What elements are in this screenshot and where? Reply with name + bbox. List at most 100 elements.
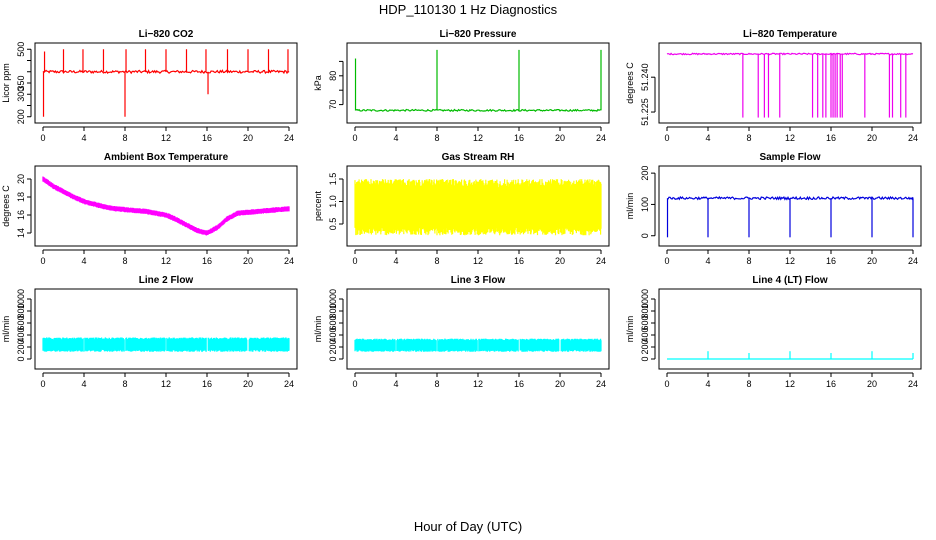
plot-frame: [658, 165, 922, 247]
x-tick-label: 0: [664, 133, 669, 143]
y-tick-label: 500: [16, 42, 26, 57]
x-axis-label: Hour of Day (UTC): [414, 519, 522, 534]
x-tick-label: 4: [81, 379, 86, 389]
panel-title: Li−820 CO2: [139, 29, 194, 40]
y-tick-label: 200: [640, 339, 650, 354]
panel-title: Line 4 (LT) Flow: [752, 275, 828, 286]
y-tick-label: 200: [16, 339, 26, 354]
data-band: [354, 338, 602, 352]
series: [666, 195, 914, 238]
y-tick-label: 1000: [328, 289, 338, 309]
x-tick-label: 8: [434, 379, 439, 389]
x-tick-label: 16: [826, 379, 836, 389]
x-tick-label: 4: [393, 379, 398, 389]
panel-7: Line 3 Flow ml/min 0 4 8 12 16 20 24 0 20040060080…: [313, 275, 610, 389]
y-tick-label: 400: [640, 327, 650, 342]
x-tick-label: 16: [826, 133, 836, 143]
panel-title: Ambient Box Temperature: [104, 152, 229, 163]
y-tick-label: 20: [16, 174, 26, 184]
plot-frame: [658, 288, 922, 370]
y-axis: 0.5 1.0 1.5: [328, 173, 344, 231]
panel-title: Gas Stream RH: [442, 152, 515, 163]
x-axis: 0 4 8 12 16 20 24: [40, 372, 294, 389]
y-tick-label: 0: [640, 356, 650, 361]
x-tick-label: 20: [867, 256, 877, 266]
y-tick-label: 200: [328, 339, 338, 354]
y-tick-label: 350: [16, 75, 26, 90]
y-tick-label: 0: [16, 356, 26, 361]
x-tick-label: 0: [40, 379, 45, 389]
x-axis: 0 4 8 12 16 20 24: [664, 372, 918, 389]
x-tick-label: 20: [867, 379, 877, 389]
series: [42, 176, 290, 236]
x-tick-label: 24: [284, 256, 294, 266]
x-tick-label: 16: [202, 133, 212, 143]
y-tick-label: 16: [16, 210, 26, 220]
series: [354, 179, 602, 236]
panel-title: Line 2 Flow: [139, 275, 194, 286]
x-tick-label: 24: [596, 133, 606, 143]
y-tick-label: 200: [16, 109, 26, 124]
x-tick-label: 24: [908, 256, 918, 266]
y-axis-label: percent: [313, 190, 323, 221]
panel-4: Gas Stream RH percent 0 4 8 12 16 20 24 0.5 1.0 1.5: [313, 152, 610, 266]
y-tick-label: 0: [640, 233, 650, 238]
y-axis: 51.225 51.240: [640, 63, 656, 126]
x-tick-label: 24: [596, 379, 606, 389]
x-tick-label: 8: [746, 379, 751, 389]
y-tick-label: 200: [640, 166, 650, 181]
y-axis-label: kPa: [313, 75, 323, 91]
plot-frame: [658, 42, 922, 124]
x-axis: 0 4 8 12 16 20 24: [664, 249, 918, 266]
x-tick-label: 8: [746, 133, 751, 143]
y-tick-label: 300: [16, 87, 26, 102]
plot-frame: [346, 42, 610, 124]
plot-frame: [34, 165, 298, 247]
x-tick-label: 16: [514, 379, 524, 389]
x-tick-label: 4: [393, 256, 398, 266]
x-tick-label: 20: [243, 133, 253, 143]
y-tick-label: 14: [16, 228, 26, 238]
data-line: [354, 108, 601, 113]
x-tick-label: 12: [161, 133, 171, 143]
series: [667, 351, 914, 360]
series: [354, 49, 602, 113]
x-tick-label: 0: [352, 379, 357, 389]
data-band: [42, 337, 290, 352]
series: [666, 52, 914, 118]
y-axis-label: degrees C: [625, 62, 635, 104]
y-tick-label: 1.5: [328, 173, 338, 186]
x-tick-label: 24: [596, 256, 606, 266]
panel-title: Line 3 Flow: [451, 275, 506, 286]
y-axis-label: degrees C: [1, 185, 11, 227]
y-tick-label: 18: [16, 192, 26, 202]
y-tick-label: 400: [16, 327, 26, 342]
y-tick-label: 800: [328, 303, 338, 318]
panel-title: Li−820 Pressure: [440, 29, 517, 40]
y-tick-label: 1000: [640, 289, 650, 309]
x-axis: 0 4 8 12 16 20 24: [40, 126, 294, 143]
panel-8: Line 4 (LT) Flow ml/min 0 4 8 12 16 20 24 0 200400…: [625, 275, 922, 389]
series: [354, 338, 602, 352]
y-tick-label: 800: [640, 303, 650, 318]
panel-2: Li−820 Temperature degrees C 0 4 8 12 16 20 24 51…: [625, 29, 922, 143]
x-tick-label: 8: [746, 256, 751, 266]
y-tick-label: 0.5: [328, 218, 338, 231]
x-tick-label: 0: [352, 133, 357, 143]
y-tick-label: 600: [328, 315, 338, 330]
y-tick-label: 600: [16, 315, 26, 330]
x-tick-label: 0: [40, 133, 45, 143]
x-tick-label: 8: [122, 256, 127, 266]
plot-frame: [346, 288, 610, 370]
y-tick-label: 400: [328, 327, 338, 342]
plot-frame: [346, 165, 610, 247]
x-tick-label: 12: [473, 256, 483, 266]
x-tick-label: 16: [514, 133, 524, 143]
x-tick-label: 16: [202, 256, 212, 266]
series: [42, 49, 290, 117]
x-tick-label: 16: [514, 256, 524, 266]
figure-title: HDP_110130 1 Hz Diagnostics: [379, 2, 558, 17]
